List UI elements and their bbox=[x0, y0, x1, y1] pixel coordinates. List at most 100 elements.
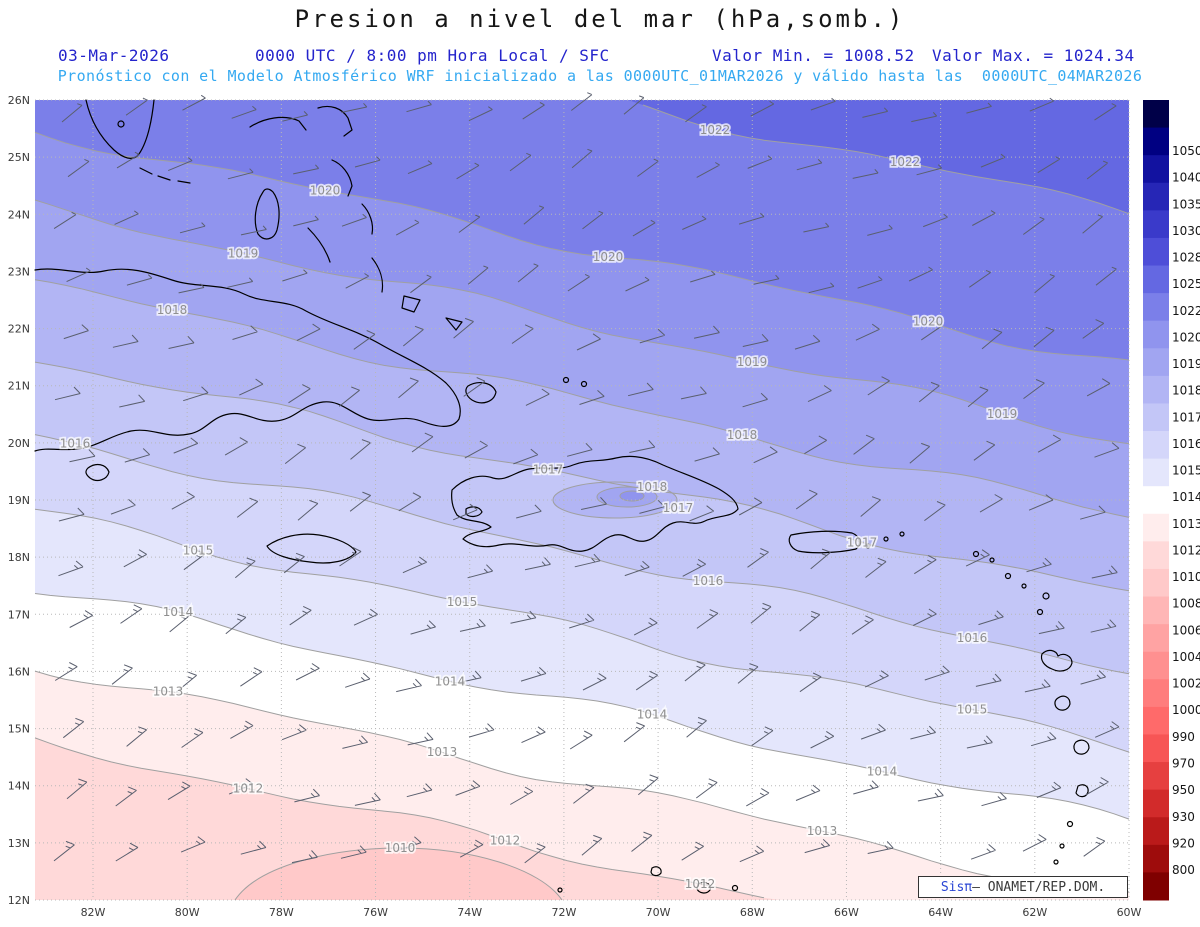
colorbar-label: 1050 bbox=[1172, 144, 1200, 158]
colorbar-cell bbox=[1143, 431, 1169, 460]
colorbar-cell bbox=[1143, 624, 1169, 653]
colorbar-label: 1017 bbox=[1172, 410, 1200, 424]
colorbar-label: 1000 bbox=[1172, 703, 1200, 717]
colorbar-label: 1019 bbox=[1172, 357, 1200, 371]
colorbar-label: 1028 bbox=[1172, 251, 1200, 265]
lat-tick-label: 13N bbox=[8, 837, 30, 850]
colorbar-label: 1013 bbox=[1172, 517, 1200, 531]
wind-barbs bbox=[53, 92, 1120, 864]
chart-header: Presion a nivel del mar (hPa,somb.) 03-M… bbox=[0, 0, 1200, 100]
latlon-grid bbox=[35, 99, 1130, 901]
isobar-label: 1019 bbox=[737, 355, 768, 369]
isobar-label: 1018 bbox=[637, 480, 668, 494]
isobar-label: 1012 bbox=[490, 834, 521, 848]
lon-tick-label: 60W bbox=[1117, 906, 1142, 919]
lat-tick-label: 23N bbox=[8, 265, 30, 278]
watermark-pi-symbol: π bbox=[964, 879, 973, 895]
colorbar-cell bbox=[1143, 320, 1169, 349]
colorbar-cell bbox=[1143, 762, 1169, 791]
colorbar-cell bbox=[1143, 734, 1169, 763]
chart-title: Presion a nivel del mar (hPa,somb.) bbox=[294, 5, 906, 33]
lon-tick-label: 70W bbox=[646, 906, 671, 919]
colorbar-cell bbox=[1143, 817, 1169, 846]
lat-tick-label: 21N bbox=[8, 380, 30, 393]
colorbar-label: 970 bbox=[1172, 757, 1195, 771]
colorbar-cell bbox=[1143, 293, 1169, 322]
watermark-box: Sis π – ONAMET/REP.DOM. bbox=[918, 876, 1128, 898]
isobar-label: 1022 bbox=[890, 155, 921, 169]
lat-tick-label: 19N bbox=[8, 494, 30, 507]
value-min-label: Valor Min. = 1008.52 bbox=[712, 46, 915, 65]
colorbar-label: 1010 bbox=[1172, 570, 1200, 584]
lat-tick-label: 16N bbox=[8, 665, 30, 678]
colorbar-label: 1040 bbox=[1172, 171, 1200, 185]
lon-tick-label: 74W bbox=[457, 906, 482, 919]
colorbar-cell bbox=[1143, 155, 1169, 184]
colorbar-label: 1004 bbox=[1172, 650, 1200, 664]
isobar-label: 1020 bbox=[593, 250, 624, 264]
colorbar-cell bbox=[1143, 568, 1169, 598]
isobar-label: 1013 bbox=[427, 745, 458, 759]
colorbar-label: 800 bbox=[1172, 863, 1195, 877]
lon-tick-label: 82W bbox=[81, 906, 106, 919]
colorbar-label: 1018 bbox=[1172, 384, 1200, 398]
isobar-label: 1015 bbox=[957, 703, 988, 717]
colorbar-label: 1008 bbox=[1172, 597, 1200, 611]
lat-tick-label: 17N bbox=[8, 608, 30, 621]
colorbar-label: 1006 bbox=[1172, 623, 1200, 637]
lat-tick-label: 25N bbox=[8, 151, 30, 164]
lat-tick-label: 18N bbox=[8, 551, 30, 564]
colorbar-cell bbox=[1143, 513, 1169, 542]
colorbar-label: 1012 bbox=[1172, 544, 1200, 558]
colorbar-label: 1020 bbox=[1172, 330, 1200, 344]
colorbar-cell bbox=[1143, 348, 1169, 377]
isobar-label: 1020 bbox=[310, 183, 341, 197]
isobar-label: 1012 bbox=[233, 782, 264, 796]
isobar-label: 1016 bbox=[693, 574, 724, 588]
isobar-label: 1014 bbox=[435, 674, 466, 688]
lon-tick-label: 78W bbox=[269, 906, 294, 919]
colorbar-cell bbox=[1143, 265, 1169, 294]
isobar-label: 1018 bbox=[727, 428, 758, 442]
colorbar-cell bbox=[1143, 706, 1169, 735]
watermark-credit: – ONAMET/REP.DOM. bbox=[972, 879, 1106, 895]
colorbar-cell bbox=[1143, 375, 1169, 404]
lon-tick-label: 76W bbox=[363, 906, 388, 919]
isobar-label: 1014 bbox=[637, 707, 668, 721]
colorbar-label: 950 bbox=[1172, 783, 1195, 797]
lon-tick-label: 80W bbox=[175, 906, 200, 919]
isobar-label: 1014 bbox=[163, 605, 194, 619]
colorbar-label: 1015 bbox=[1172, 464, 1200, 478]
isobar-label: 1015 bbox=[183, 544, 214, 558]
isobar-lines bbox=[34, 104, 1130, 901]
colorbar-label: 1002 bbox=[1172, 677, 1200, 691]
isobar-label: 1016 bbox=[60, 436, 91, 450]
lon-tick-label: 66W bbox=[834, 906, 859, 919]
valid-date: 03-Mar-2026 bbox=[58, 46, 170, 65]
isobar-label: 1014 bbox=[867, 765, 898, 779]
pressure-shading bbox=[35, 100, 1129, 900]
isobar-label: 1016 bbox=[957, 631, 988, 645]
colorbar-cell bbox=[1143, 100, 1169, 129]
lat-tick-label: 26N bbox=[8, 94, 30, 107]
colorbar-cell bbox=[1143, 789, 1169, 818]
isobar-label: 1018 bbox=[157, 303, 188, 317]
colorbar-label: 1025 bbox=[1172, 277, 1200, 291]
axis-labels: 26N 25N 24N 23N 22N 21N 20N 19N 18N 17N 16N 15N 14N 1… bbox=[8, 94, 1142, 919]
colorbar-label: 1014 bbox=[1172, 490, 1200, 504]
colorbar-label: 1035 bbox=[1172, 197, 1200, 211]
isobar-label: 1013 bbox=[153, 684, 184, 698]
colorbar-cell bbox=[1143, 844, 1169, 873]
isobar-label: 1017 bbox=[663, 501, 694, 515]
isobar-labels: 1012 1012 1012 1013 1013 1013 1014 1014 1014 1014… bbox=[58, 121, 1019, 893]
colorbar-label: 990 bbox=[1172, 730, 1195, 744]
lat-tick-label: 20N bbox=[8, 437, 30, 450]
isobar-label: 1020 bbox=[913, 315, 944, 329]
lon-tick-label: 68W bbox=[740, 906, 765, 919]
colorbar-label: 930 bbox=[1172, 810, 1195, 824]
colorbar-cell bbox=[1143, 403, 1169, 432]
colorbar-cell bbox=[1143, 679, 1169, 708]
colorbar-cell bbox=[1143, 182, 1169, 211]
isobar-label: 1015 bbox=[447, 595, 478, 609]
